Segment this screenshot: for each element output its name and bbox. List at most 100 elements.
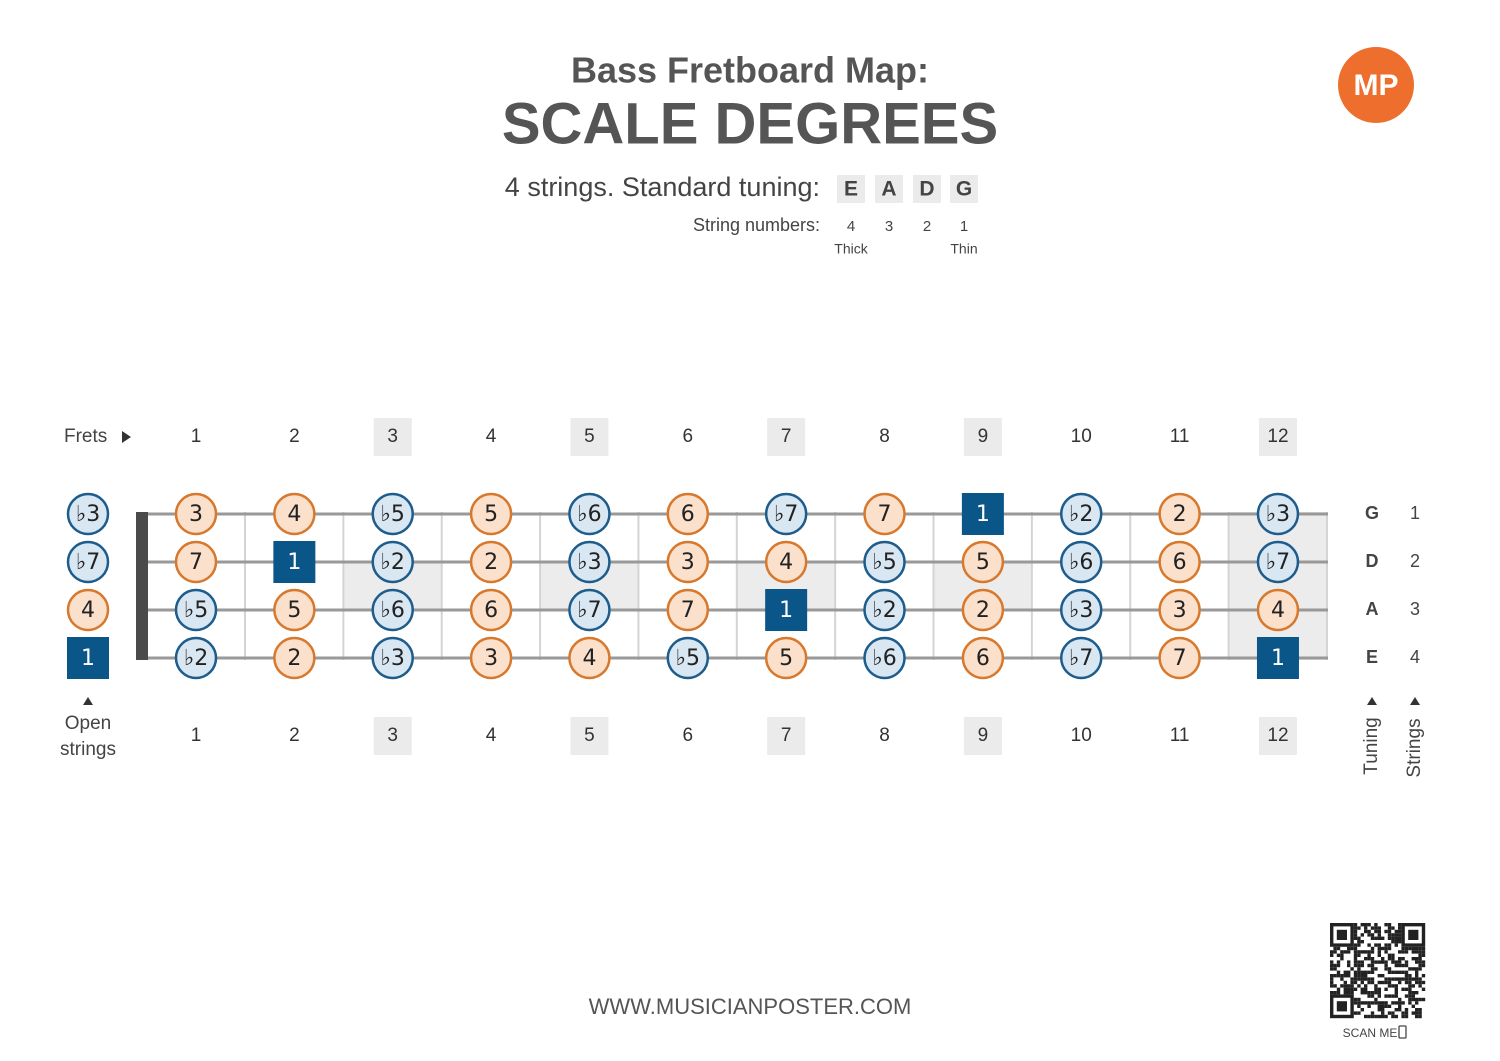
qr-module [1343, 987, 1347, 991]
qr-module [1394, 984, 1398, 988]
qr-module [1391, 960, 1395, 964]
qr-module [1357, 963, 1361, 968]
qr-module [1384, 987, 1388, 991]
qr-module [1398, 926, 1402, 930]
string-tuning: D [1366, 551, 1379, 571]
qr-module [1387, 923, 1392, 927]
fret-number: 3 [387, 426, 398, 447]
qr-module [1364, 977, 1368, 981]
qr-module [1367, 933, 1371, 937]
subtitle: Bass Fretboard Map: [571, 50, 929, 91]
qr-module [1333, 946, 1337, 951]
qr-module [1350, 980, 1354, 985]
qr-module [1374, 960, 1378, 964]
nut [136, 512, 148, 660]
root-note [67, 637, 109, 679]
qr-module [1370, 926, 1375, 930]
qr-module [1370, 957, 1375, 961]
qr-module [1364, 1001, 1368, 1005]
note-label: 1 [779, 598, 793, 623]
qr-module [1387, 970, 1392, 974]
qr-module [1364, 957, 1368, 961]
qr-module [1347, 950, 1351, 954]
qr-module [1370, 950, 1375, 954]
note-label: 2 [1173, 502, 1187, 527]
note-label: ♭2 [1069, 502, 1093, 527]
qr-module [1374, 997, 1378, 1002]
string-tuning: A [1366, 599, 1379, 619]
qr-module [1398, 1004, 1402, 1008]
qr-module [1411, 977, 1415, 981]
fret-marker-box [570, 717, 609, 755]
qr-module [1370, 933, 1375, 937]
qr-module [1387, 977, 1392, 981]
qr-module [1367, 923, 1371, 927]
qr-module [1377, 943, 1381, 947]
qr-module [1360, 970, 1364, 974]
natural-note [174, 540, 218, 584]
qr-module [1384, 929, 1388, 934]
note-label: 6 [681, 502, 695, 527]
qr-module [1387, 994, 1392, 998]
qr-module [1374, 943, 1378, 947]
qr-module [1394, 970, 1398, 974]
qr-module [1408, 967, 1412, 971]
qr-module [1387, 936, 1392, 940]
qr-module [1411, 950, 1415, 954]
note-label: ♭3 [577, 550, 601, 575]
string-tuning: E [1366, 647, 1378, 667]
qr-module [1398, 963, 1402, 968]
note-label: 6 [976, 646, 990, 671]
qr-module [1367, 991, 1371, 995]
qr-module [1418, 1014, 1422, 1019]
qr-module [1418, 960, 1422, 964]
qr-module [1353, 980, 1358, 985]
qr-module [1408, 991, 1412, 995]
qr-module [1398, 977, 1402, 981]
qr-module [1387, 1004, 1392, 1008]
fret-marker-box [570, 418, 609, 456]
qr-module [1408, 946, 1412, 951]
qr-module [1353, 933, 1358, 937]
qr-module [1340, 950, 1344, 954]
qr-module [1381, 1008, 1385, 1012]
qr-module [1377, 946, 1381, 951]
tuning-note: G [956, 178, 972, 201]
qr-module [1418, 980, 1422, 985]
qr-module [1360, 940, 1364, 944]
qr-module [1415, 980, 1419, 985]
note-label: ♭3 [1069, 598, 1093, 623]
qr-module [1336, 987, 1341, 991]
qr-module [1377, 953, 1381, 957]
qr-module [1370, 1011, 1375, 1015]
qr-module [1404, 994, 1409, 998]
qr-module [1357, 967, 1361, 971]
note-label: 1 [287, 550, 301, 575]
qr-module [1415, 967, 1419, 971]
qr-module [1384, 946, 1388, 951]
qr-module [1336, 953, 1341, 957]
qr-module [1353, 957, 1358, 961]
note-label: 3 [189, 502, 203, 527]
qr-module [1330, 950, 1334, 954]
thick-label: Thick [834, 241, 868, 257]
qr-module [1336, 970, 1341, 974]
qr-module [1391, 984, 1395, 988]
natural-note [961, 540, 1005, 584]
qr-module [1347, 984, 1351, 988]
qr-module [1404, 963, 1409, 968]
qr-module [1391, 926, 1395, 930]
qr-module [1415, 991, 1419, 995]
qr-module [1401, 1001, 1405, 1005]
string-number: 4 [847, 218, 855, 235]
qr-module [1377, 1014, 1381, 1019]
qr-module [1411, 967, 1415, 971]
note-label: 6 [1173, 550, 1187, 575]
qr-module [1415, 974, 1419, 978]
fret-number: 12 [1267, 426, 1288, 447]
qr-module [1347, 991, 1351, 995]
note-label: 1 [976, 502, 990, 527]
strings-arrow [1410, 697, 1420, 705]
note-label: ♭2 [872, 598, 896, 623]
